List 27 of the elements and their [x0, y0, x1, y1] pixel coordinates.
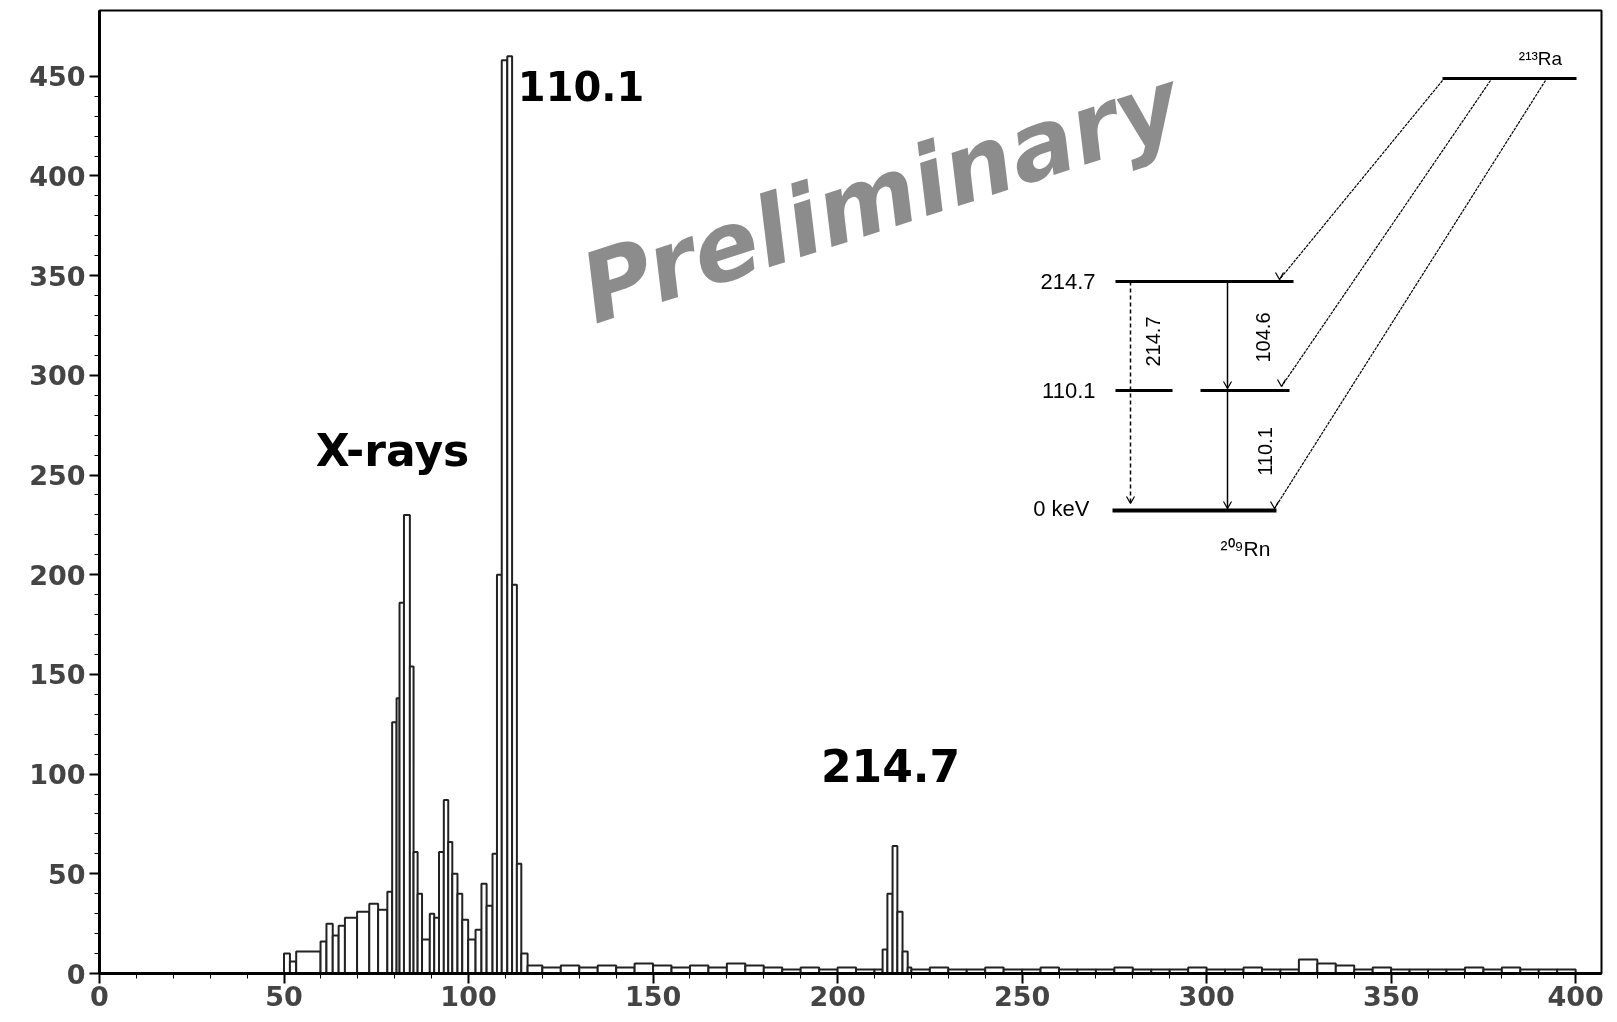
x-tick-label: 100 — [440, 980, 497, 1012]
x-tick-label: 50 — [265, 980, 303, 1012]
y-tick-label: 250 — [29, 460, 86, 492]
y-tick-label: 50 — [47, 858, 86, 890]
annotation: ²⁰⁹Rn — [1220, 537, 1271, 560]
x-tick-label: 0 — [90, 980, 109, 1012]
y-tick-label: 200 — [29, 559, 86, 591]
annotation: X-rays — [315, 425, 470, 476]
y-tick-label: 0 — [66, 958, 86, 990]
annotation: ²¹³Ra — [1518, 48, 1563, 69]
annotation: 0 keV — [1033, 496, 1090, 521]
x-tick-label: 300 — [1178, 980, 1235, 1012]
y-tick-label: 300 — [29, 360, 86, 392]
x-tick-label: 200 — [809, 980, 866, 1012]
y-tick-label: 400 — [29, 160, 86, 192]
y-tick-label: 150 — [29, 659, 86, 691]
y-tick-label: 450 — [29, 61, 86, 93]
x-tick-label: 150 — [624, 980, 682, 1012]
y-tick-label: 100 — [29, 759, 86, 791]
x-tick-label: 250 — [993, 980, 1051, 1012]
y-tick-label: 350 — [29, 260, 86, 292]
annotation: 110.1 — [1042, 378, 1096, 403]
x-tick-label: 400 — [1547, 980, 1604, 1012]
annotation: 110.1 — [1253, 427, 1276, 476]
annotation: 214.7 — [820, 741, 961, 792]
x-tick-label: 350 — [1362, 980, 1420, 1012]
annotation: 104.6 — [1251, 312, 1274, 363]
